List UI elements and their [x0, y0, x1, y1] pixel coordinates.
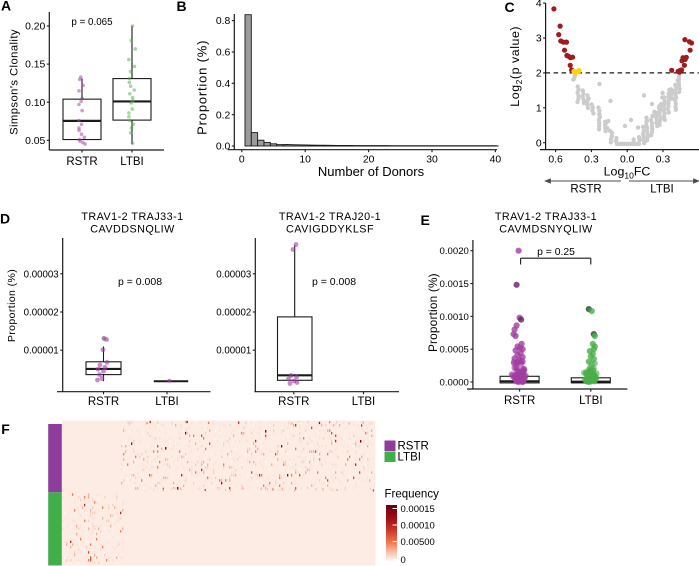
svg-text:RSTR: RSTR: [504, 395, 535, 407]
svg-text:F: F: [1, 421, 10, 437]
svg-text:p = 0.25: p = 0.25: [537, 247, 575, 258]
svg-text:0.00003: 0.00003: [216, 269, 251, 280]
svg-text:Log10FC: Log10FC: [604, 165, 651, 181]
svg-text:0.0000: 0.0000: [440, 378, 469, 389]
svg-text:LTBI: LTBI: [579, 395, 602, 407]
svg-text:0.4: 0.4: [216, 79, 231, 90]
svg-text:0.00001: 0.00001: [216, 346, 251, 357]
svg-text:RSTR: RSTR: [570, 184, 601, 196]
svg-text:LTBI: LTBI: [650, 184, 673, 196]
svg-text:LTBI: LTBI: [352, 396, 375, 408]
svg-text:0.00002: 0.00002: [24, 308, 59, 319]
svg-text:RSTR: RSTR: [88, 396, 119, 408]
svg-text:0.0005: 0.0005: [440, 345, 469, 356]
svg-text:TRAV1-2 TRAJ20-1: TRAV1-2 TRAJ20-1: [279, 211, 381, 223]
svg-text:0.00002: 0.00002: [216, 308, 251, 319]
svg-text:p = 0.008: p = 0.008: [118, 276, 162, 288]
svg-text:2: 2: [536, 69, 542, 80]
svg-text:30: 30: [426, 155, 438, 166]
svg-text:0.8: 0.8: [216, 16, 231, 27]
svg-text:RSTR: RSTR: [66, 156, 97, 168]
svg-text:0.0015: 0.0015: [440, 279, 469, 290]
svg-text:0.0: 0.0: [620, 155, 635, 166]
svg-text:0.0: 0.0: [216, 142, 231, 153]
svg-text:A: A: [1, 0, 11, 13]
svg-text:CAVDDSNQLIW: CAVDDSNQLIW: [90, 224, 175, 236]
svg-text:E: E: [421, 212, 430, 228]
svg-text:0.15: 0.15: [25, 60, 45, 71]
svg-text:0.3: 0.3: [584, 155, 599, 166]
svg-text:3: 3: [536, 34, 542, 45]
svg-text:C: C: [505, 0, 515, 15]
svg-text:RSTR: RSTR: [398, 441, 429, 453]
svg-text:CAVIGDDYKLSF: CAVIGDDYKLSF: [286, 224, 374, 236]
svg-text:Proportion (%): Proportion (%): [6, 269, 18, 342]
svg-text:0.05: 0.05: [25, 136, 45, 147]
svg-text:TRAV1-2 TRAJ33-1: TRAV1-2 TRAJ33-1: [81, 211, 183, 223]
svg-text:Log2(p value): Log2(p value): [508, 26, 524, 107]
svg-text:0.0020: 0.0020: [440, 246, 469, 257]
svg-text:p = 0.065: p = 0.065: [71, 17, 113, 28]
svg-text:Frequency: Frequency: [385, 489, 440, 501]
svg-text:LTBI: LTBI: [398, 452, 421, 464]
svg-text:Proportion (%): Proportion (%): [195, 40, 210, 135]
svg-text:4: 4: [536, 0, 542, 10]
svg-text:0: 0: [536, 138, 542, 149]
svg-text:LTBI: LTBI: [155, 396, 178, 408]
svg-text:0.00015: 0.00015: [401, 504, 435, 515]
svg-text:RSTR: RSTR: [278, 396, 309, 408]
svg-text:0: 0: [239, 155, 245, 166]
svg-text:0.00500: 0.00500: [401, 537, 435, 548]
svg-text:D: D: [0, 210, 10, 226]
svg-text:p = 0.008: p = 0.008: [312, 276, 356, 288]
svg-text:0.10: 0.10: [25, 98, 45, 109]
svg-text:0.00001: 0.00001: [24, 346, 59, 357]
svg-text:0.3: 0.3: [656, 155, 671, 166]
svg-text:Proportion (%): Proportion (%): [426, 273, 440, 352]
svg-text:20: 20: [363, 155, 375, 166]
svg-text:0: 0: [401, 555, 406, 566]
svg-text:0.6: 0.6: [216, 48, 231, 59]
svg-text:Simpson's Clonality: Simpson's Clonality: [8, 29, 20, 135]
svg-text:LTBI: LTBI: [120, 156, 143, 168]
svg-text:0.00003: 0.00003: [24, 269, 59, 280]
svg-text:B: B: [177, 0, 187, 14]
svg-text:0.6: 0.6: [548, 155, 563, 166]
svg-text:10: 10: [299, 155, 311, 166]
svg-text:TRAV1-2 TRAJ33-1: TRAV1-2 TRAJ33-1: [495, 211, 597, 223]
svg-text:1: 1: [536, 103, 542, 114]
svg-text:0.2: 0.2: [216, 110, 231, 121]
svg-text:CAVMDSNYQLIW: CAVMDSNYQLIW: [499, 224, 593, 236]
svg-text:Number of Donors: Number of Donors: [318, 164, 425, 179]
svg-text:0.00010: 0.00010: [401, 520, 435, 531]
svg-text:40: 40: [490, 155, 502, 166]
svg-text:0.0010: 0.0010: [440, 312, 469, 323]
svg-text:0.20: 0.20: [25, 22, 45, 33]
